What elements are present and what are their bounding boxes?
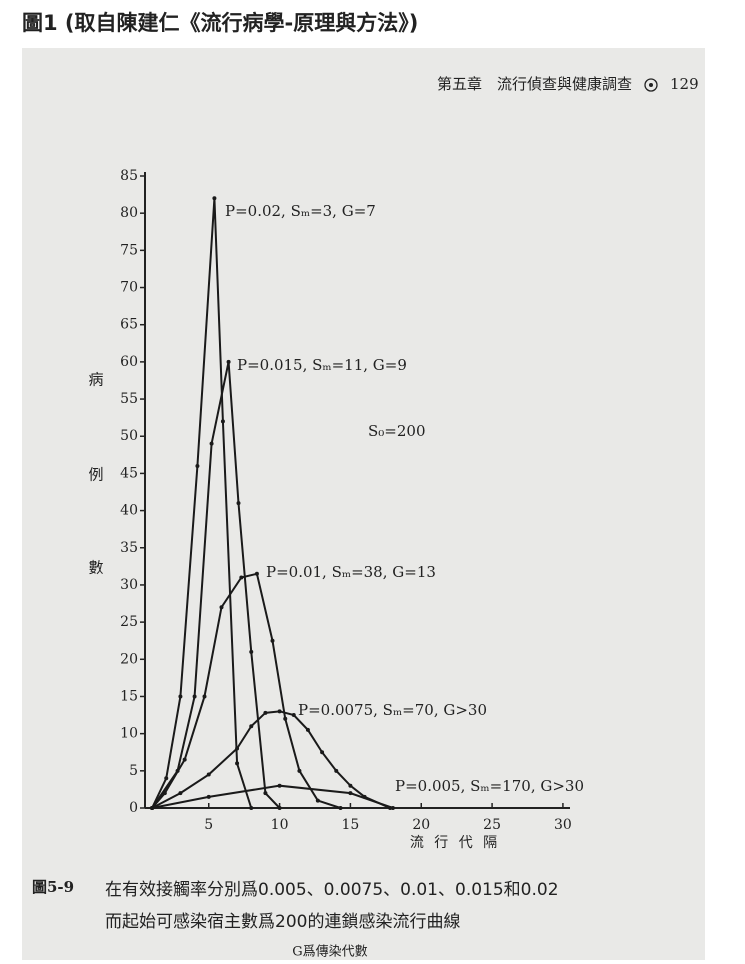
point <box>249 649 254 654</box>
point <box>263 791 268 796</box>
curve <box>151 710 391 809</box>
point <box>291 713 296 718</box>
point <box>277 709 282 714</box>
point <box>212 196 217 201</box>
y-tick-label: 20 <box>120 651 138 667</box>
y-tick-label: 5 <box>129 763 138 779</box>
y-tick-label: 10 <box>120 726 138 742</box>
page-number: 129 <box>670 75 699 93</box>
point <box>192 694 197 699</box>
x-tick-label: 5 <box>204 817 213 833</box>
point <box>206 794 211 799</box>
x-tick-label: 10 <box>271 817 289 833</box>
y-tick-label: 60 <box>120 354 138 370</box>
point <box>150 806 155 810</box>
point <box>226 359 231 364</box>
annotation: S₀=200 <box>368 422 426 440</box>
point <box>297 768 302 773</box>
point <box>283 716 288 721</box>
plot: 0 5 10 15 20 25 30 35 40 45 50 55 60 65 70 75 80 85 5 10 15 2… <box>88 168 584 833</box>
point <box>277 806 282 810</box>
point <box>390 806 395 810</box>
point <box>220 419 225 424</box>
y-tick-label: 25 <box>120 614 138 630</box>
y-axis-label: 數 <box>88 559 103 577</box>
series-label: P=0.01, Sₘ=38, G=13 <box>266 563 436 581</box>
point <box>164 776 169 781</box>
series-label: P=0.015, Sₘ=11, G=9 <box>237 356 407 374</box>
point <box>270 638 275 643</box>
point <box>305 727 310 732</box>
point <box>348 791 353 796</box>
point <box>202 694 207 699</box>
point <box>209 441 214 446</box>
point <box>206 772 211 777</box>
series-label: P=0.0075, Sₘ=70, G>30 <box>298 701 487 719</box>
point <box>178 791 183 796</box>
point <box>263 710 268 715</box>
header-icon-dot <box>649 83 653 87</box>
point <box>338 806 343 810</box>
point <box>162 791 167 796</box>
y-tick-label: 50 <box>120 428 138 444</box>
y-axis-label: 例 <box>88 466 103 484</box>
point <box>320 750 325 755</box>
y-tick-label: 30 <box>120 577 138 593</box>
chapter-header: 第五章 流行偵查與健康調查 <box>437 75 632 93</box>
point <box>239 575 244 580</box>
y-tick-label: 85 <box>120 168 138 184</box>
point <box>334 768 339 773</box>
y-axis-label: 病 <box>88 371 103 389</box>
header-icon <box>644 78 658 92</box>
point <box>348 783 353 788</box>
y-tick-label: 0 <box>129 800 138 816</box>
curve <box>151 198 253 809</box>
point <box>182 757 187 762</box>
y-tick-label: 70 <box>120 280 138 296</box>
x-tick-label: 30 <box>554 817 572 833</box>
y-tick-label: 15 <box>120 688 138 704</box>
point <box>249 724 254 729</box>
curve <box>151 572 341 809</box>
point <box>236 501 241 506</box>
point <box>277 783 282 788</box>
point <box>219 605 224 610</box>
x-axis-label: 流 行 代 隔 <box>410 835 500 851</box>
point <box>195 463 200 468</box>
point <box>315 798 320 803</box>
y-tick-label: 55 <box>120 391 138 407</box>
x-tick-label: 20 <box>412 817 430 833</box>
y-tick-label: 35 <box>120 540 138 556</box>
y-tick-label: 75 <box>120 242 138 258</box>
point <box>235 746 240 751</box>
caption-note: G爲傳染代數 <box>292 945 367 960</box>
page-title: 圖1 (取自陳建仁《流行病學-原理與方法》) <box>22 11 418 35</box>
caption-line: 在有效接觸率分別爲0.005、0.0075、0.01、0.015和0.02 <box>105 880 559 900</box>
y-tick-label: 45 <box>120 465 138 481</box>
point <box>249 806 254 810</box>
caption-label: 圖5-9 <box>32 878 74 896</box>
caption-line: 而起始可感染宿主數爲200的連鎖感染流行曲線 <box>105 912 460 932</box>
x-tick-label: 25 <box>483 817 501 833</box>
x-tick-label: 15 <box>342 817 360 833</box>
series-label: P=0.02, Sₘ=3, G=7 <box>225 202 376 220</box>
series-label: P=0.005, Sₘ=170, G>30 <box>395 777 584 795</box>
point <box>178 694 183 699</box>
y-tick-label: 40 <box>120 503 138 519</box>
point <box>235 761 240 766</box>
y-tick-label: 65 <box>120 317 138 333</box>
y-tick-label: 80 <box>120 205 138 221</box>
point <box>254 571 259 576</box>
